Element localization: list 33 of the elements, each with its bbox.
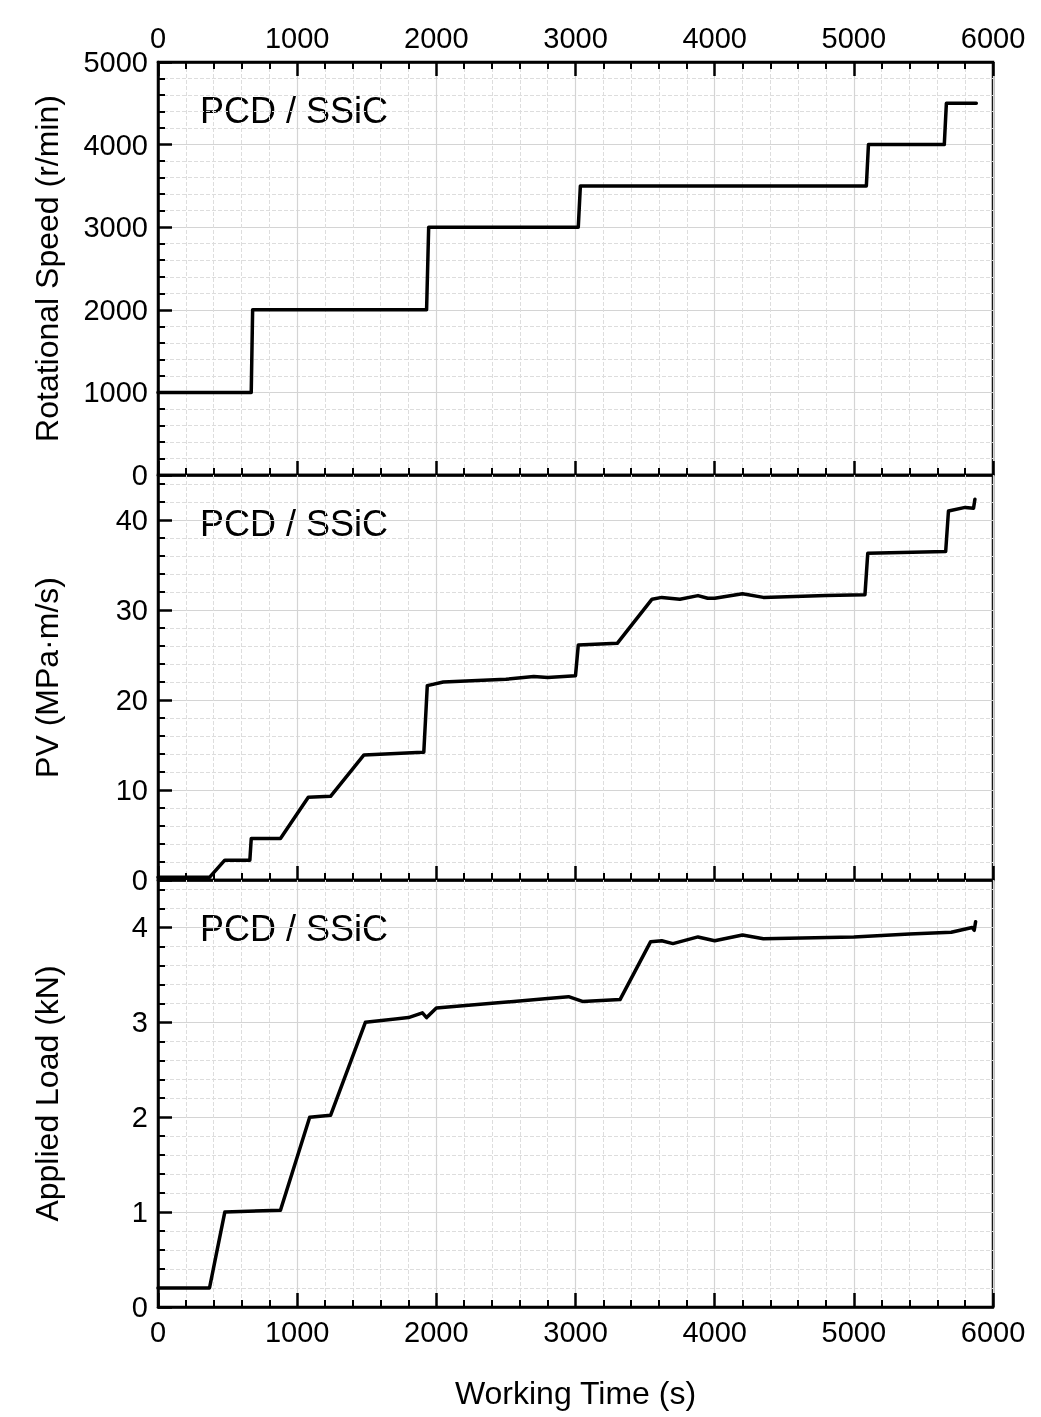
x2-tick-label: 6000 [960,21,1026,54]
y-tick-label: 1000 [83,376,148,409]
y-tick-label: 4000 [83,128,148,161]
x-tick-label: 6000 [960,1315,1026,1348]
y-tick-label: 5000 [83,46,148,78]
x-tick-label: 2000 [404,1315,469,1348]
y-axis-title: Rotational Speed (r/min) [29,95,65,442]
x-tick-label: 5000 [821,1315,887,1348]
y-tick-label: 2000 [83,293,148,326]
y-tick-label: 3 [131,1006,148,1039]
x2-tick-label: 3000 [543,21,608,54]
y-tick-label: 2 [131,1101,148,1134]
x2-tick-label: 5000 [821,21,887,54]
y-tick-label: 1 [131,1196,148,1229]
y-tick-label: 40 [115,504,148,536]
x-tick-label: 1000 [264,1315,330,1348]
y-tick-label: 0 [131,1291,148,1323]
y-axis-title: PV (MPa·m/s) [29,577,65,778]
y-tick-label: 3000 [83,211,148,244]
y-tick-label: 10 [115,774,148,806]
x-tick-label: 3000 [543,1315,608,1348]
x-axis-title: Working Time (s) [454,1375,697,1411]
y-tick-label: 20 [115,684,148,716]
y-axis-title: Applied Load (kN) [29,965,65,1222]
y-tick-label: 0 [131,459,148,491]
x2-tick-label: 4000 [682,21,747,54]
x2-tick-label: 1000 [264,21,330,54]
annotation: PCD / SSiC [200,89,389,131]
y-tick-label: 30 [115,594,148,626]
x-tick-label: 4000 [682,1315,747,1348]
y-tick-label: 0 [131,864,148,896]
x2-tick-label: 2000 [404,21,469,54]
y-tick-label: 4 [131,911,148,944]
